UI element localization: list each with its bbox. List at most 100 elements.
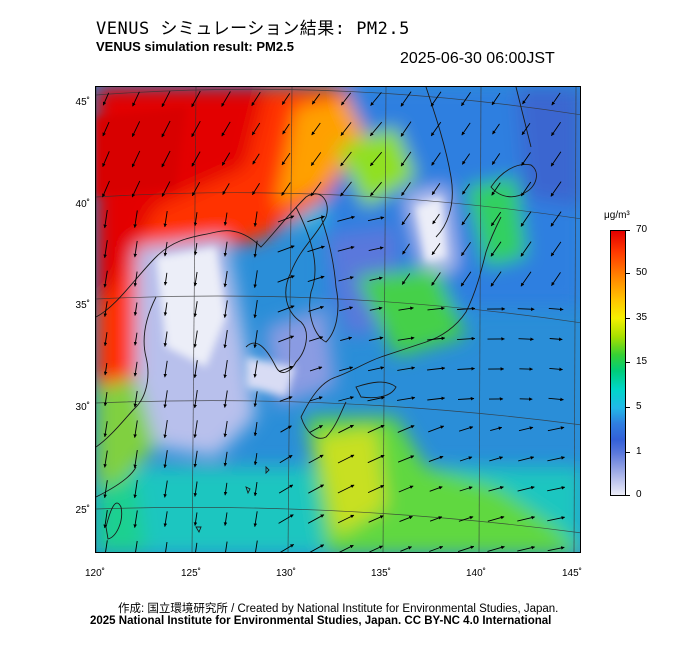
wind-arrow [337,484,355,494]
wind-arrow [547,486,566,492]
colorbar [610,230,626,496]
wind-arrow [458,515,474,522]
wind-arrow [369,545,383,552]
wind-arrow [163,360,168,378]
wind-arrow [340,151,352,167]
wind-arrow [457,366,475,371]
wind-arrow [308,484,325,494]
wind-arrow [428,455,444,463]
wind-arrow [308,336,324,342]
wind-arrow [252,153,260,165]
copyright-line: 2025 National Institute for Environmenta… [90,615,552,627]
wind-arrow [103,240,108,259]
wind-arrow [370,181,382,197]
credit-line: 作成: 国立環境研究所 / Created by National Instit… [118,603,559,615]
wind-arrow [280,544,295,552]
wind-arrow [340,336,353,342]
wind-arrow [368,336,384,341]
wind-arrow [548,307,564,312]
wind-arrow [102,180,110,198]
wind-arrow [550,151,562,167]
wind-arrow [547,456,565,462]
wind-arrow [338,396,354,402]
wind-arrow [223,241,228,257]
lon-label-145: 145˚ [561,568,582,579]
wind-arrow [547,426,565,432]
colorbar-unit: μg/m³ [604,210,630,221]
wind-arrow [252,183,260,196]
wind-arrow [133,420,138,438]
wind-arrow [337,454,355,464]
wind-arrow [307,245,325,253]
wind-arrow [310,181,322,197]
wind-arrow [102,92,110,106]
wind-arrow [223,300,228,318]
wind-arrow [488,486,504,492]
wind-arrow [517,307,535,311]
wind-arrow [163,272,168,286]
wind-arrow [549,337,563,342]
wind-arrow [397,336,415,341]
wind-arrow [161,90,171,108]
wind-arrow [311,122,321,136]
wind-arrow [461,122,471,136]
wind-arrow [338,424,354,434]
wind-arrow [165,542,168,552]
wind-arrow [397,455,415,463]
wind-arrow [400,546,412,552]
title-english: VENUS simulation result: PM2.5 [96,39,294,54]
wind-arrow [457,545,475,552]
wind-arrow [461,91,471,107]
wind-arrow [278,484,294,494]
wind-arrow [309,544,325,552]
wind-arrow [400,91,412,107]
wind-arrow [278,365,294,373]
wind-arrow [131,121,141,138]
wind-arrow [399,515,413,523]
wind-arrow [253,391,258,408]
wind-arrow [368,246,384,252]
concentration-field [96,87,580,552]
wind-arrow [368,366,385,372]
wind-arrow [340,92,352,106]
wind-arrow [551,272,561,286]
wind-arrow [278,335,295,343]
wind-arrow [281,93,291,105]
wind-arrow [368,515,384,523]
wind-arrow [253,240,258,258]
wind-arrow [402,243,410,255]
wind-arrow [163,511,168,528]
wind-arrow [461,153,471,165]
wind-arrow [517,485,535,492]
title-japanese: VENUS シミュレーション結果: PM2.5 [96,19,410,39]
wind-arrow [492,123,500,135]
wind-arrow [428,425,445,433]
wind-arrow [307,215,325,223]
wind-arrow [430,121,442,137]
wind-arrow [133,510,138,528]
wind-arrow [520,211,532,227]
wind-arrow [163,331,168,347]
wind-arrow [460,271,472,287]
wind-arrow [307,514,325,524]
lon-label-140: 140˚ [465,568,486,579]
wind-arrow [458,426,474,432]
wind-arrow [223,512,228,526]
wind-arrow [132,91,140,107]
wind-arrow [103,301,108,318]
wind-arrow [223,212,228,226]
wind-arrow [280,425,292,433]
wind-arrow [461,242,471,256]
wind-arrow [133,361,138,377]
wind-arrow [490,426,503,432]
wind-arrow [398,306,414,311]
wind-arrow [397,396,416,401]
wind-arrow [133,271,138,287]
wind-arrow [367,484,385,494]
wind-arrow [550,241,562,257]
wind-arrow [427,366,446,371]
wind-arrow [253,482,258,497]
wind-arrow [367,396,385,402]
wind-arrow [223,420,228,438]
wind-arrow [253,211,258,227]
